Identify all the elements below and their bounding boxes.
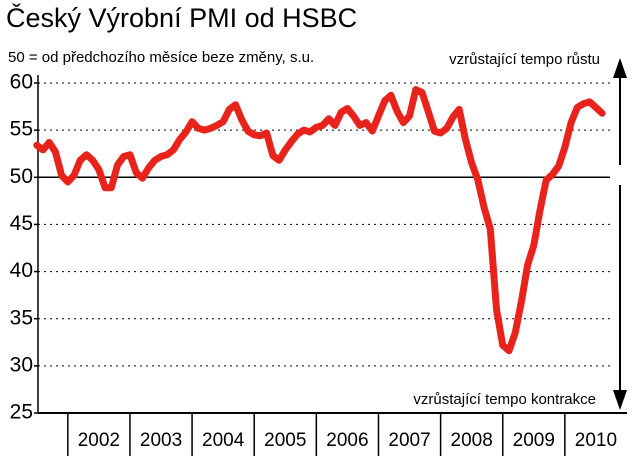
y-tick-label: 45 [10, 212, 33, 235]
arrows [613, 58, 627, 410]
y-tick-label: 25 [10, 401, 33, 424]
x-tick-label: 2002 [78, 430, 120, 451]
y-tick-label: 40 [10, 259, 33, 282]
y-tick-label: 60 [10, 71, 33, 94]
x-tick-label: 2006 [326, 430, 368, 451]
x-tick-label: 2009 [513, 430, 555, 451]
x-tick-label: 2005 [264, 430, 306, 451]
data-line [33, 86, 606, 355]
y-tick-label: 55 [10, 118, 33, 141]
x-tick-label: 2010 [575, 430, 617, 451]
arrow-up-head [613, 58, 627, 78]
annotation: vzrůstající tempo kontrakce [413, 391, 596, 408]
arrow-down-head [613, 390, 627, 410]
subtitle: 50 = od předchozího měsíce beze změny, s… [8, 49, 314, 66]
annotation: vzrůstající tempo růstu [449, 51, 600, 68]
x-tick-label: 2004 [202, 430, 245, 451]
y-tick-label: 35 [10, 306, 33, 329]
x-tick-label: 2003 [140, 430, 182, 451]
x-tick-label: 2007 [388, 430, 430, 451]
chart-title: Český Výrobní PMI od HSBC [6, 2, 357, 33]
x-tick-label: 2008 [451, 430, 493, 451]
y-tick-label: 50 [10, 165, 33, 188]
y-tick-label: 30 [10, 353, 33, 376]
